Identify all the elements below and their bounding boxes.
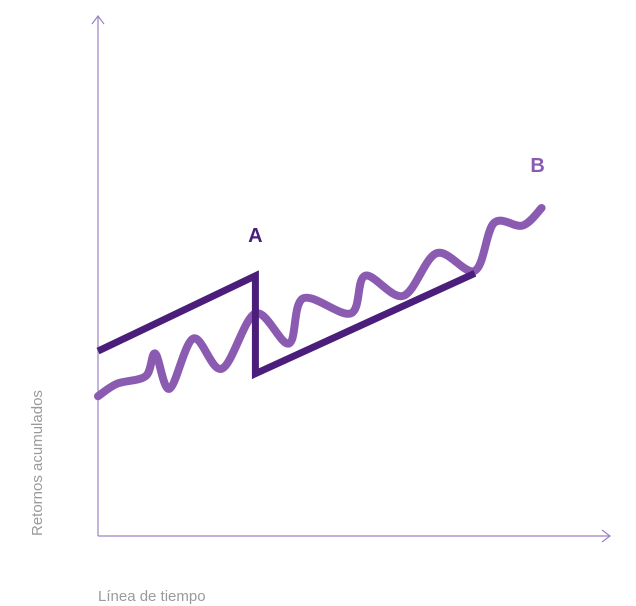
annotation-layer: AB [248,155,545,247]
x-axis-label: Línea de tiempo [98,588,206,605]
series-layer [94,204,546,401]
x-axis-arrow [601,529,611,543]
y-axis-label: Retornos acumulados [29,390,46,536]
series-line-wave [94,204,546,401]
annotation-label-a: A [248,225,262,247]
annotation-label-b: B [530,155,544,177]
series-line-channel [96,270,477,380]
axes [91,15,611,543]
y-axis-arrow [91,15,105,25]
